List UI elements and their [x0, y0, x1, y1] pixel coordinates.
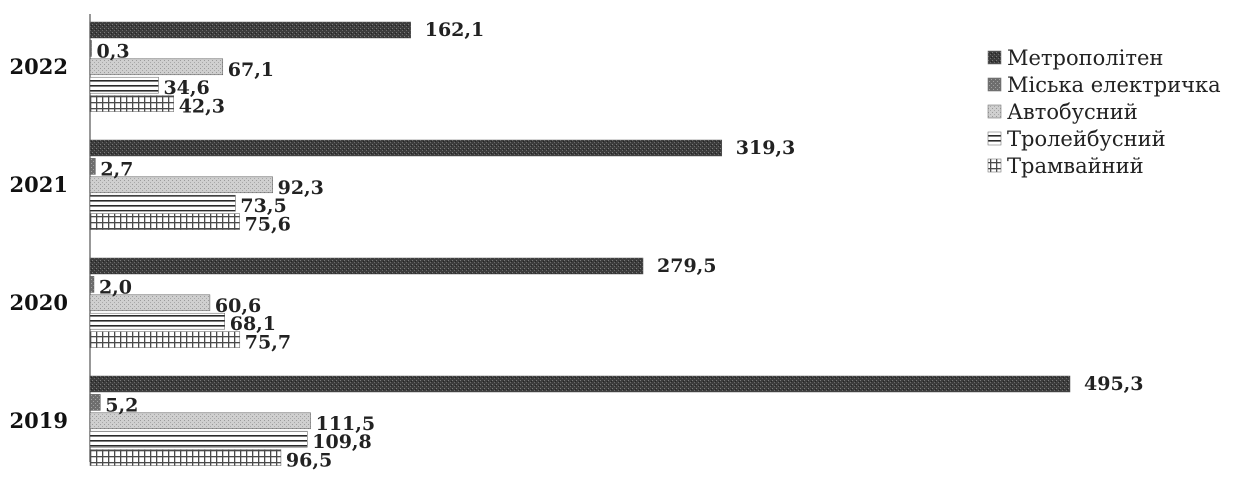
bar-2022-series-4: [89, 95, 174, 112]
legend-swatch-series-1: [987, 77, 1002, 92]
data-label-2022-series-1: 0,3: [97, 40, 130, 62]
bar-2022-series-1: [89, 40, 92, 57]
data-label-2019-series-2: 111,5: [316, 413, 376, 435]
data-label-2019-series-3: 109,8: [312, 431, 372, 453]
data-label-2022-series-4: 42,3: [179, 96, 225, 118]
bar-2022-series-2: [89, 58, 224, 76]
bar-2020-series-2: [89, 294, 211, 312]
data-label-2019-series-0: 495,3: [1084, 373, 1144, 395]
bar-2021-series-0: [89, 139, 723, 157]
legend-swatch-series-2: [987, 104, 1002, 119]
bar-2021-series-1: [89, 158, 96, 175]
bar-2019-series-0: [89, 375, 1071, 393]
legend-label-series-4: Трамвайний: [1007, 154, 1144, 178]
data-label-2020-series-2: 60,6: [215, 295, 261, 317]
category-label-2021: 2021: [10, 172, 68, 197]
bar-2019-series-1: [89, 394, 101, 411]
bar-2020-series-0: [89, 257, 644, 275]
bar-2021-series-3: [89, 194, 236, 212]
legend-label-series-1: Міська електричка: [1007, 73, 1221, 97]
data-label-2019-series-4: 96,5: [286, 450, 332, 472]
bar-2019-series-2: [89, 412, 311, 430]
data-labels: 162,1 0,3 67,1 34,642,3 319,3 2,7 92,373,575,6…: [97, 19, 1144, 472]
data-label-2020-series-3: 68,1: [230, 313, 276, 335]
bar-2021-series-4: [89, 213, 240, 230]
data-label-2020-series-0: 279,5: [657, 255, 717, 277]
data-label-2020-series-1: 2,0: [99, 276, 132, 298]
bar-2020-series-4: [89, 331, 241, 348]
bar-2020-series-1: [89, 276, 95, 293]
category-label-2020: 2020: [10, 290, 68, 315]
data-label-2022-series-2: 67,1: [228, 59, 274, 81]
category-label-2019: 2019: [10, 408, 68, 433]
category-labels: 2022 2021 2020 2019: [10, 54, 68, 433]
data-label-2021-series-2: 92,3: [278, 177, 324, 199]
legend-label-series-3: Тролейбусний: [1007, 127, 1166, 151]
legend-swatch-series-0: [987, 50, 1002, 65]
legend-swatch-series-4: [987, 158, 1002, 173]
bar-2022-series-3: [89, 76, 159, 94]
legend: Метрополітен Міська електричка Автобусний Т…: [987, 46, 1221, 178]
data-label-2021-series-0: 319,3: [736, 137, 796, 159]
bar-2020-series-3: [89, 312, 225, 330]
data-label-2022-series-0: 162,1: [425, 19, 485, 41]
bar-2022-series-0: [89, 21, 411, 39]
legend-swatch-series-3: [987, 131, 1002, 146]
bars: [89, 21, 1071, 466]
data-label-2021-series-1: 2,7: [100, 158, 133, 180]
bar-2021-series-2: [89, 176, 273, 194]
data-label-2022-series-3: 34,6: [163, 77, 209, 99]
bar-2019-series-3: [89, 430, 308, 448]
data-label-2020-series-4: 75,7: [245, 332, 291, 354]
data-label-2021-series-3: 73,5: [240, 195, 286, 217]
legend-label-series-0: Метрополітен: [1007, 46, 1163, 70]
legend-label-series-2: Автобусний: [1007, 100, 1138, 124]
category-label-2022: 2022: [10, 54, 68, 79]
bar-2019-series-4: [89, 449, 282, 466]
data-label-2021-series-4: 75,6: [245, 214, 291, 236]
data-label-2019-series-1: 5,2: [105, 394, 138, 416]
